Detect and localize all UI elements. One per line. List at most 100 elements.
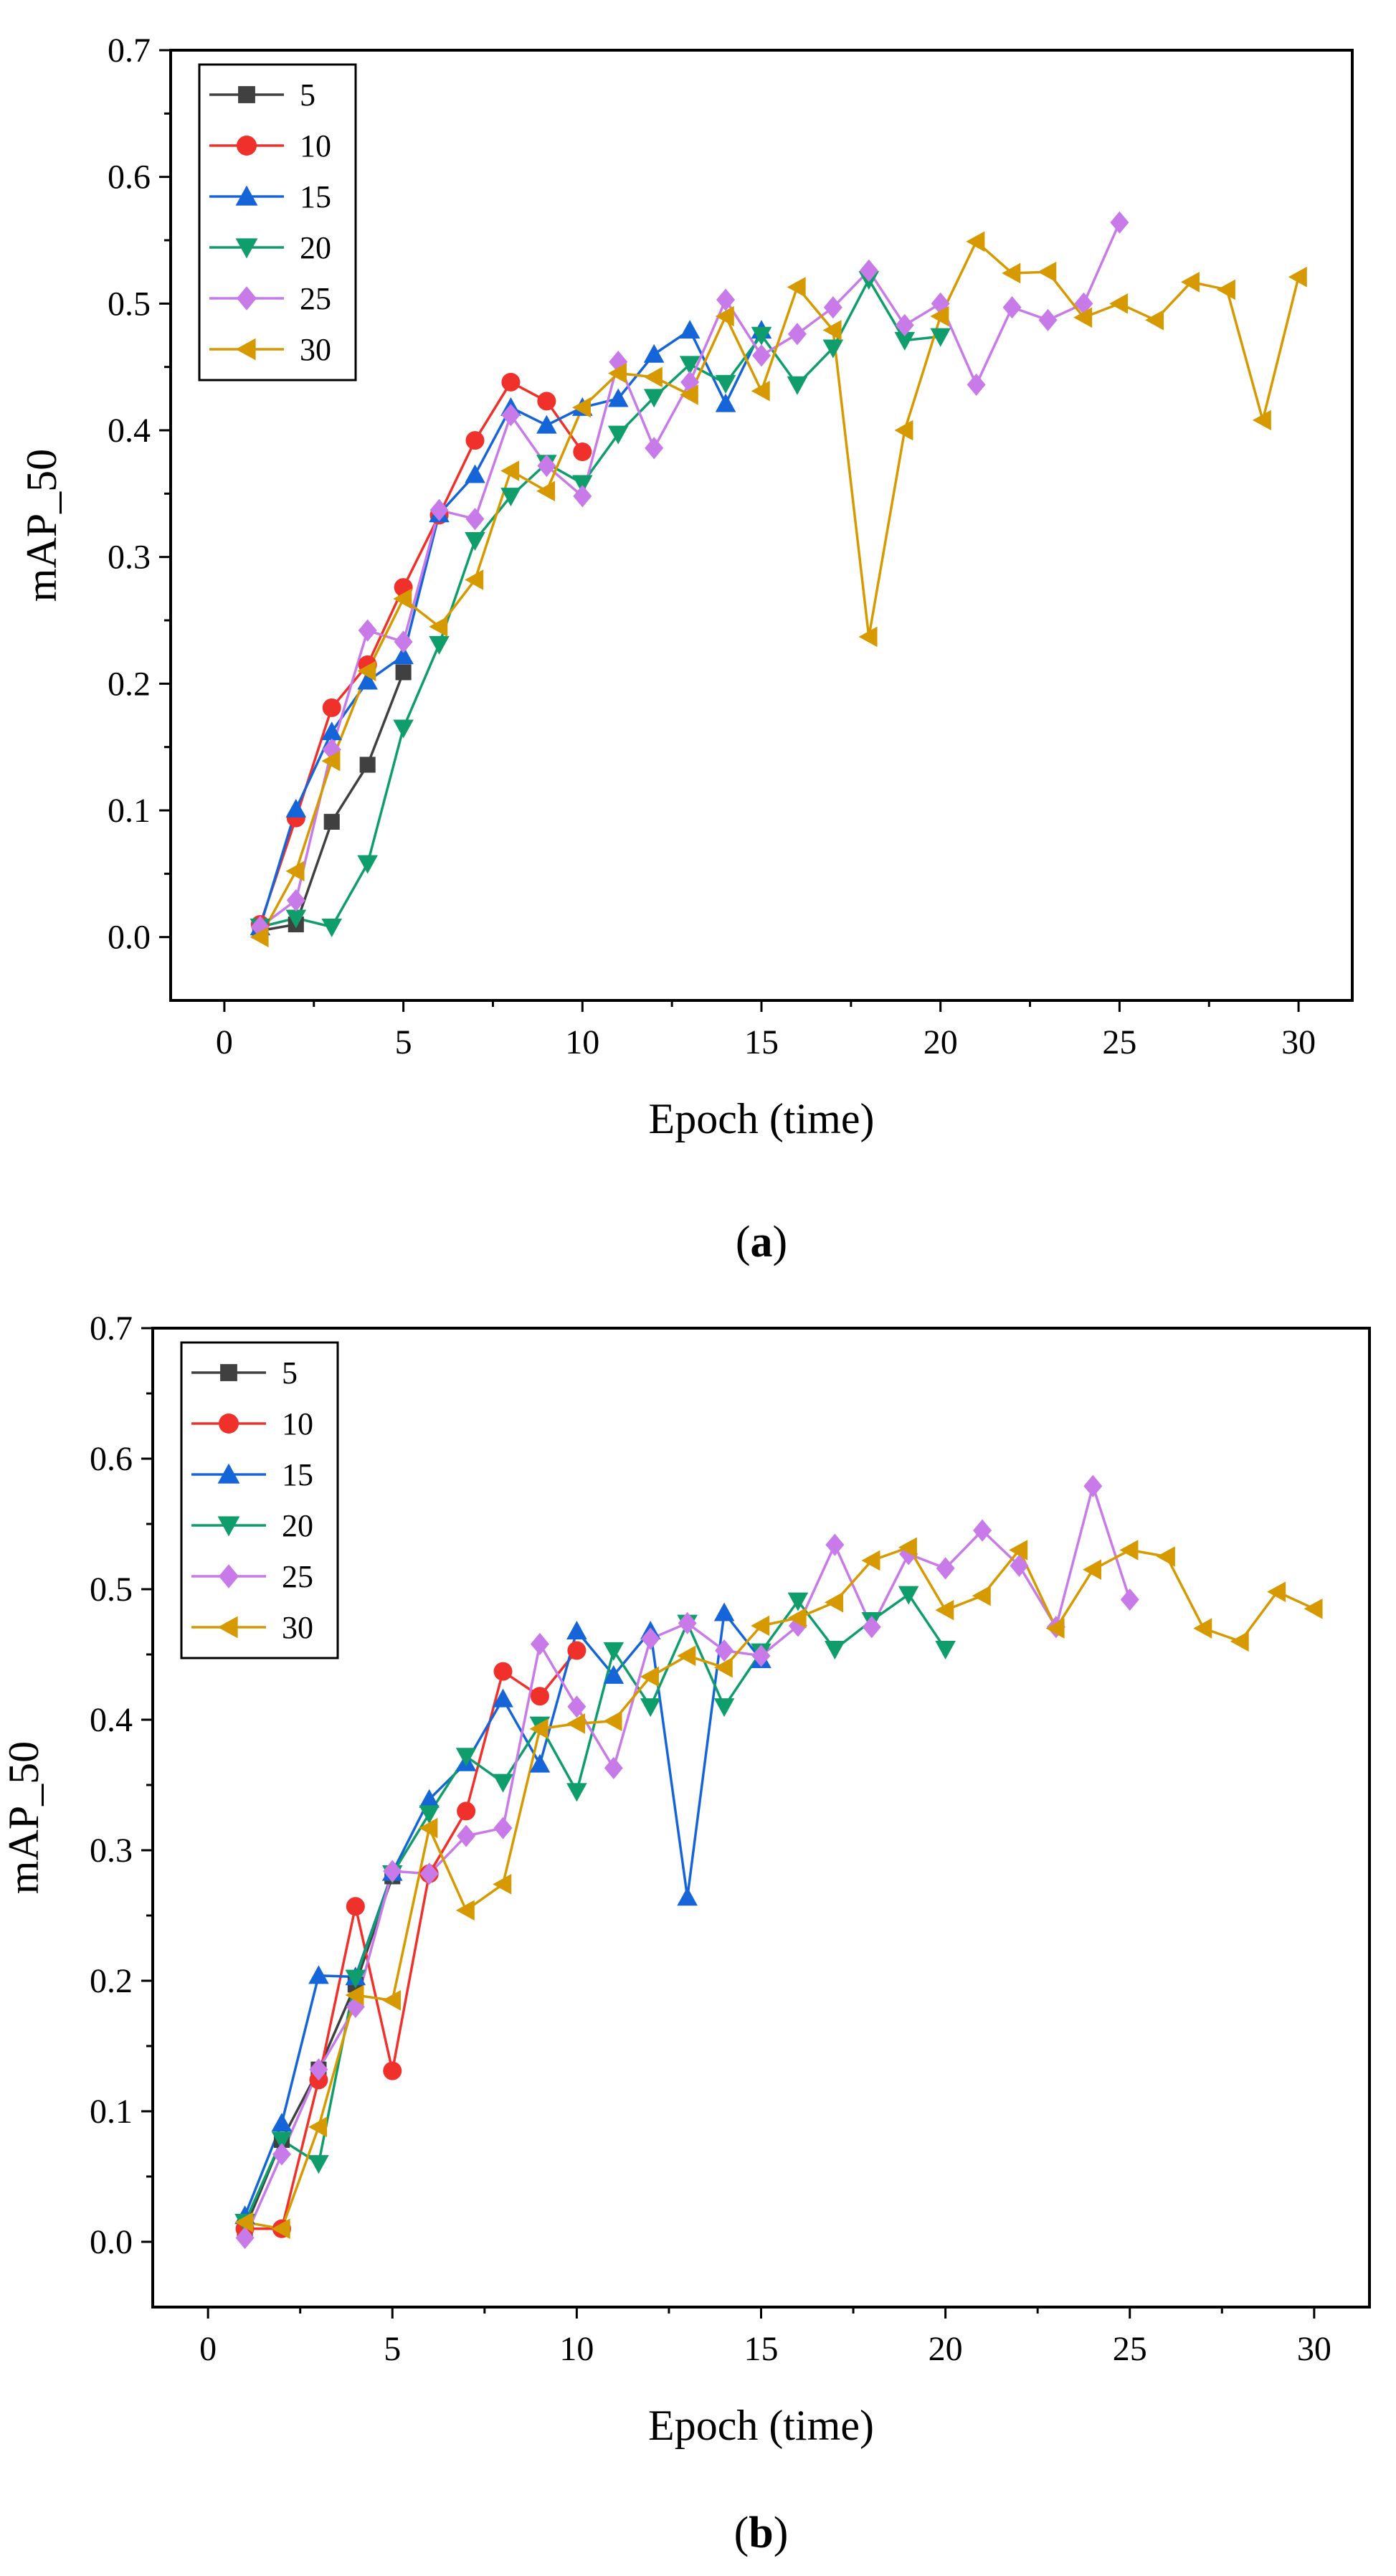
data-point-series-30	[381, 1990, 401, 2011]
panel-label-b: (b)	[734, 2509, 789, 2557]
y-tick-label: 0.4	[90, 1701, 133, 1739]
data-point-series-15	[715, 393, 736, 412]
data-point-series-20	[607, 425, 629, 445]
data-point-series-30	[572, 397, 592, 418]
data-point-series-25	[1083, 1474, 1103, 1497]
data-point-series-20	[603, 1642, 625, 1661]
data-point-series-10	[537, 392, 556, 411]
data-point-series-10	[346, 1897, 365, 1916]
legend-label-10: 10	[282, 1406, 313, 1441]
data-point-series-25	[1120, 1588, 1139, 1611]
data-point-series-20	[419, 1805, 440, 1824]
data-point-series-20	[566, 1783, 587, 1802]
data-point-series-30	[1002, 262, 1021, 284]
legend-marker-10	[237, 136, 257, 156]
data-point-series-25	[936, 1557, 955, 1580]
data-point-series-30	[1230, 1631, 1249, 1652]
x-tick-label: 25	[1113, 2330, 1147, 2368]
legend-label-5: 5	[282, 1355, 298, 1391]
data-point-series-30	[529, 1718, 549, 1740]
legend-label-15: 15	[300, 179, 331, 214]
data-point-series-15	[321, 721, 343, 741]
data-point-series-15	[419, 1789, 440, 1808]
data-point-series-30	[1073, 307, 1093, 328]
data-point-series-25	[501, 404, 521, 427]
legend-marker-30	[217, 1616, 238, 1639]
data-point-series-25	[862, 1616, 881, 1639]
series-line-25	[243, 1484, 1131, 2239]
data-point-series-30	[894, 420, 913, 441]
y-tick-label: 0.4	[108, 412, 151, 450]
data-point-series-25	[678, 1611, 697, 1634]
data-point-series-30	[751, 1615, 770, 1637]
data-point-series-25	[680, 371, 700, 394]
data-point-series-10	[493, 1662, 513, 1681]
data-point-series-30	[393, 588, 412, 610]
data-point-series-15	[465, 464, 485, 483]
data-point-series-20	[894, 331, 916, 351]
data-point-series-5	[359, 757, 376, 773]
data-point-series-30	[308, 2116, 328, 2138]
y-tick-label: 0.2	[108, 665, 151, 703]
data-point-series-30	[640, 1666, 659, 1687]
x-tick-label: 15	[744, 2330, 779, 2368]
data-point-series-20	[357, 855, 378, 874]
data-point-series-30	[1109, 293, 1129, 314]
data-point-series-30	[825, 1591, 844, 1613]
legend-label-30: 30	[282, 1610, 313, 1645]
data-point-series-15	[493, 1688, 513, 1708]
data-point-series-30	[1083, 1559, 1102, 1580]
data-point-series-30	[1119, 1540, 1139, 1561]
data-point-series-20	[493, 1774, 513, 1793]
data-point-series-20	[393, 719, 414, 739]
data-point-series-20	[345, 1969, 366, 1989]
data-point-series-30	[643, 366, 663, 388]
data-point-series-30	[787, 1607, 807, 1629]
legend-marker-20	[235, 238, 258, 259]
legend-marker-25	[219, 1564, 239, 1588]
data-point-series-30	[566, 1713, 586, 1734]
data-point-series-25	[1110, 211, 1129, 234]
data-point-series-30	[751, 380, 770, 402]
data-point-series-30	[972, 1585, 991, 1606]
data-point-series-30	[858, 626, 878, 648]
legend-box	[198, 63, 357, 382]
data-point-series-15	[285, 798, 307, 818]
data-point-series-30	[715, 306, 734, 327]
x-axis-label: Epoch (time)	[648, 2402, 874, 2449]
x-tick-label: 20	[923, 1023, 958, 1061]
data-point-series-10	[573, 442, 592, 462]
data-point-series-20	[898, 1586, 919, 1605]
x-tick-label: 10	[559, 2330, 594, 2368]
legend-marker-15	[235, 185, 258, 206]
data-point-series-15	[536, 415, 557, 434]
legend-marker-25	[237, 286, 257, 311]
data-point-series-25	[752, 344, 771, 367]
x-tick-label: 30	[1297, 2330, 1331, 2368]
data-point-series-30	[677, 1645, 696, 1667]
panel-label-a: (a)	[736, 1218, 787, 1266]
x-tick-label: 5	[384, 2330, 401, 2368]
x-tick-label: 15	[744, 1023, 779, 1061]
data-point-series-30	[321, 750, 341, 772]
data-point-series-20	[679, 356, 701, 375]
legend-marker-15	[217, 1463, 240, 1484]
y-tick-label: 0.0	[108, 919, 151, 957]
data-point-series-30	[898, 1537, 917, 1558]
data-point-series-30	[285, 861, 305, 882]
data-point-series-25	[286, 889, 305, 912]
legend-label-25: 25	[300, 281, 331, 316]
data-point-series-15	[677, 1887, 698, 1906]
data-point-series-20	[825, 1641, 845, 1660]
data-point-series-25	[1002, 296, 1022, 319]
legend-marker-20	[217, 1516, 240, 1537]
data-point-series-10	[567, 1641, 587, 1660]
y-tick-label: 0.3	[90, 1832, 133, 1870]
data-point-series-25	[604, 1756, 623, 1779]
data-point-series-30	[429, 616, 448, 638]
y-tick-label: 0.2	[90, 1962, 133, 2000]
data-point-series-20	[271, 2131, 293, 2151]
data-point-series-20	[715, 374, 736, 394]
data-point-series-25	[715, 1639, 734, 1662]
data-point-series-20	[465, 532, 485, 551]
